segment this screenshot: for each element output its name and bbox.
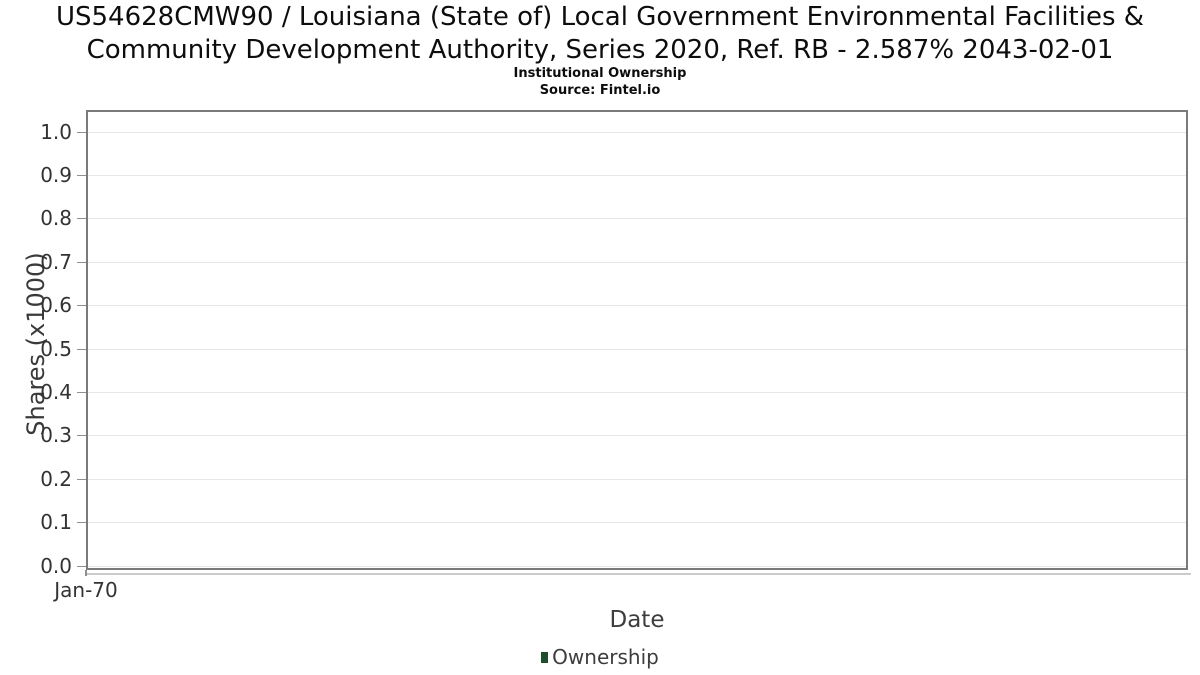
gridline-y-0.8 [88, 218, 1186, 219]
x-axis-title: Date [609, 607, 665, 633]
chart-title-line2: Community Development Authority, Series … [86, 35, 1114, 65]
gridline-y-0.5 [88, 349, 1186, 350]
y-axis-tick-label-0.8: 0.8 [40, 206, 72, 230]
gridline-y-0.3 [88, 435, 1186, 436]
chart-title-line1: US54628CMW90 / Louisiana (State of) Loca… [55, 2, 1145, 32]
y-axis-tick-label-0.4: 0.4 [40, 380, 72, 404]
y-axis-tick-label-0.2: 0.2 [40, 467, 72, 491]
y-axis-tick-label-0.6: 0.6 [40, 293, 72, 317]
y-axis-tick-label-0.7: 0.7 [40, 250, 72, 274]
y-axis-tick-mark-0.9 [77, 175, 86, 176]
gridline-y-0.1 [88, 522, 1186, 523]
gridline-y-0.7 [88, 262, 1186, 263]
x-axis-tick-label: Jan-70 [54, 578, 118, 602]
y-axis-tick-mark-0.1 [77, 522, 86, 523]
gridline-y-0.6 [88, 305, 1186, 306]
y-axis-tick-label-0.1: 0.1 [40, 510, 72, 534]
legend-marker-ownership [541, 651, 549, 663]
y-axis-tick-label-0.9: 0.9 [40, 163, 72, 187]
y-axis-tick-mark-1.0 [77, 132, 86, 133]
gridline-y-0.2 [88, 479, 1186, 480]
x-axis-tick-mark [85, 570, 87, 576]
gridline-y-0.9 [88, 175, 1186, 176]
chart-subtitle: Institutional Ownership [513, 66, 687, 81]
y-axis-tick-mark-0.3 [77, 435, 86, 436]
gridline-y-0.4 [88, 392, 1186, 393]
legend: Ownership [0, 644, 1200, 670]
y-axis-tick-mark-0.6 [77, 305, 86, 306]
y-axis-tick-mark-0.7 [77, 262, 86, 263]
gridline-y-1.0 [88, 132, 1186, 133]
y-axis-tick-mark-0.2 [77, 479, 86, 480]
y-axis-tick-mark-0.0 [77, 566, 86, 567]
chart-source-caption: Source: Fintel.io [539, 83, 661, 98]
y-axis-tick-label-0.5: 0.5 [40, 337, 72, 361]
y-axis-tick-label-0.0: 0.0 [40, 554, 72, 578]
gridline-y-0.0 [88, 566, 1186, 567]
legend-label-ownership: Ownership [552, 645, 659, 669]
x-axis-line [86, 573, 1191, 575]
plot-area [86, 110, 1188, 570]
y-axis-tick-label-0.3: 0.3 [40, 423, 72, 447]
y-axis-tick-mark-0.8 [77, 218, 86, 219]
y-axis-tick-mark-0.4 [77, 392, 86, 393]
y-axis-tick-mark-0.5 [77, 349, 86, 350]
y-axis-tick-label-1.0: 1.0 [40, 120, 72, 144]
